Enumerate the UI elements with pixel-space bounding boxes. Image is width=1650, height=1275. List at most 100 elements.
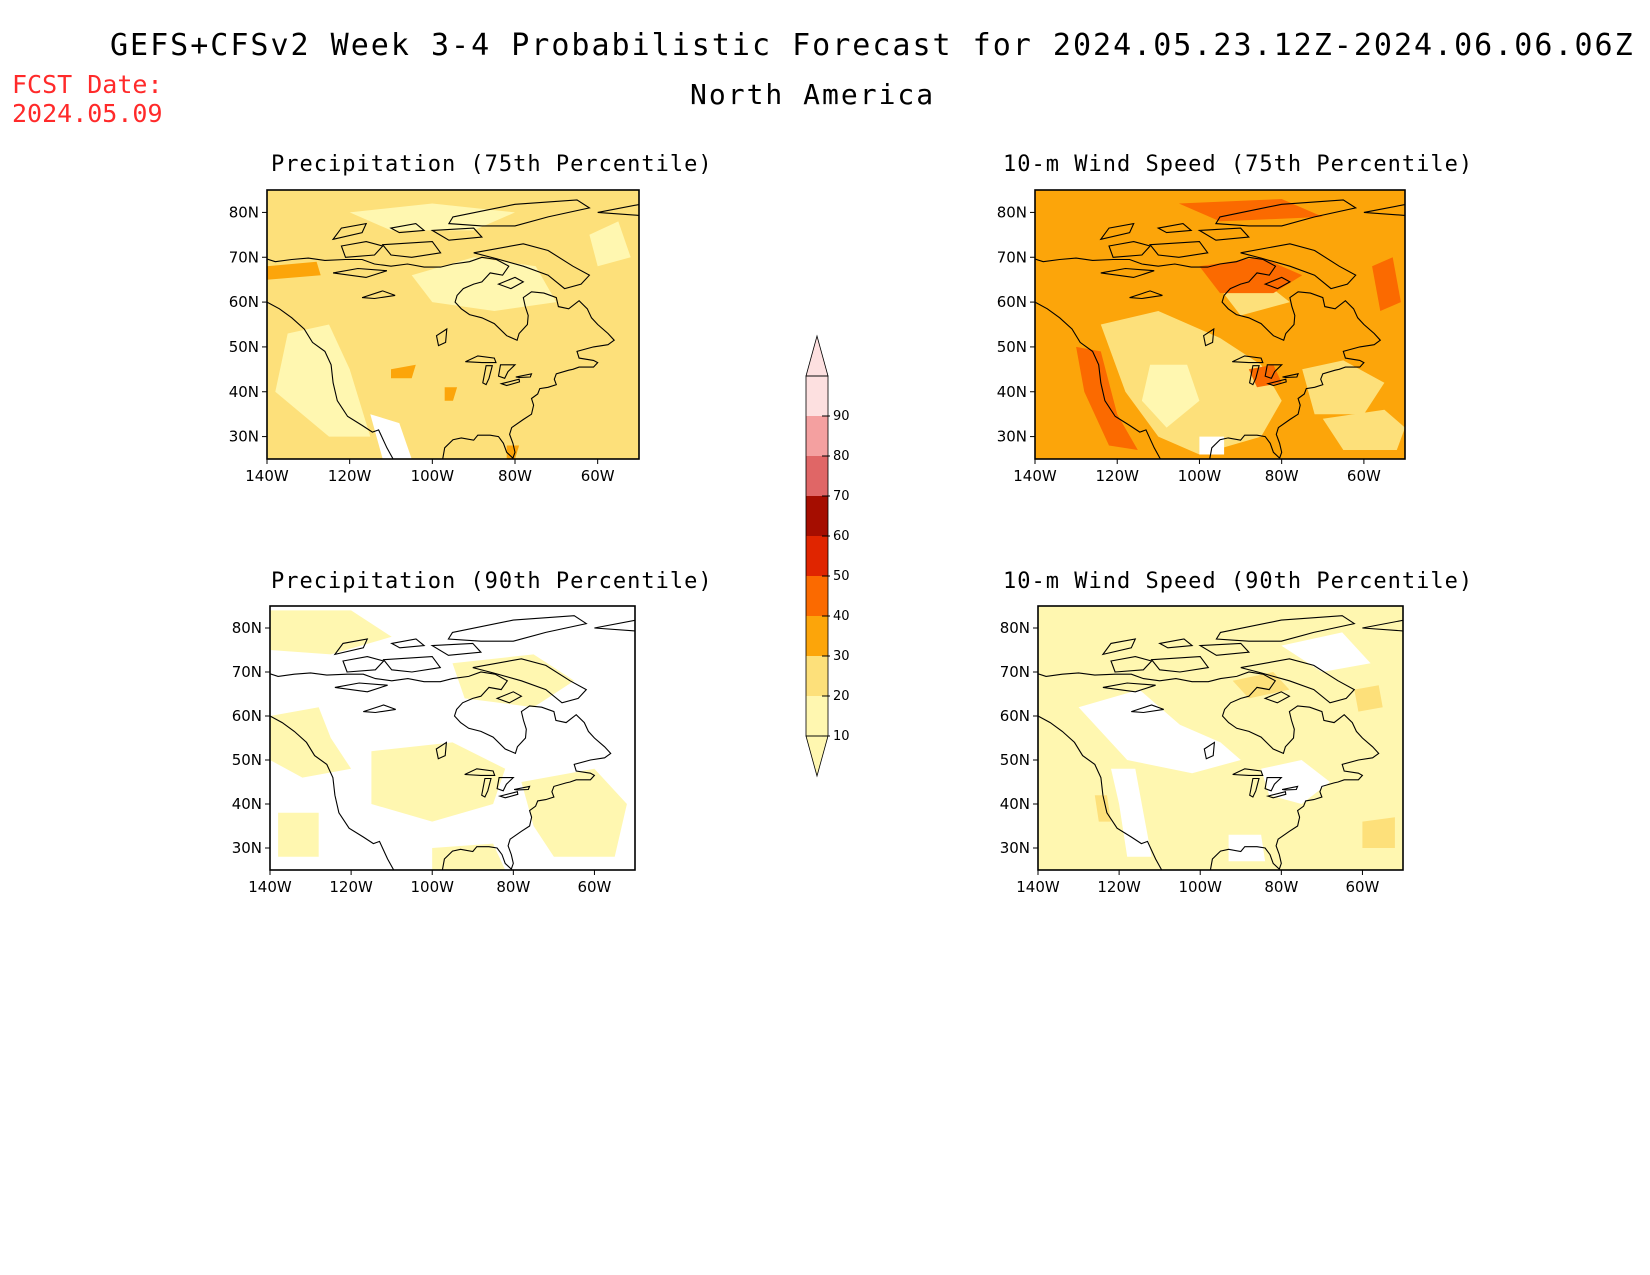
coastline <box>270 715 395 870</box>
probability-patch <box>349 203 515 231</box>
coastline <box>331 222 368 241</box>
lat-tick-label: 40N <box>232 795 262 813</box>
coastline <box>1202 327 1215 347</box>
lon-tick-label: 120W <box>1095 467 1139 485</box>
colorbar-segment <box>806 696 828 736</box>
coastline <box>1102 682 1156 693</box>
colorbar-segment <box>806 416 828 456</box>
probability-patch <box>1199 257 1303 294</box>
panel-title-wind-90: 10-m Wind Speed (90th Percentile) <box>1003 569 1474 594</box>
lat-tick-label: 60N <box>229 293 259 311</box>
map-precip-90: 140W 120W 100W 80W 60W 80N 70N 60N 50N 40N 30N <box>232 605 636 896</box>
coastline <box>382 656 442 673</box>
lat-tick-label: 80N <box>232 619 262 637</box>
probability-patch <box>1232 672 1290 699</box>
lon-tick-label: 140W <box>1013 467 1057 485</box>
colorbar-segment <box>806 376 828 416</box>
coastline <box>1249 777 1260 798</box>
lat-tick-label: 40N <box>1000 795 1030 813</box>
map-frame <box>269 605 636 871</box>
probability-patch <box>589 221 631 267</box>
lon-tick-label: 80W <box>1264 878 1298 896</box>
panel-title-precip-90: Precipitation (90th Percentile) <box>271 569 713 594</box>
lon-tick-label: 120W <box>1097 878 1141 896</box>
lat-tick-label: 30N <box>232 839 262 857</box>
coastline <box>1108 241 1152 258</box>
coastline <box>1197 227 1250 241</box>
probability-patch <box>270 610 392 655</box>
coastline <box>1101 638 1137 656</box>
coastline <box>333 267 388 278</box>
coastline <box>1100 267 1155 278</box>
coastline <box>497 364 517 379</box>
coastline <box>430 227 484 241</box>
coastline <box>435 327 448 347</box>
lon-tick-label: 100W <box>410 878 454 896</box>
coastline <box>1248 365 1260 386</box>
colorbar-top-cap <box>805 334 829 377</box>
lon-tick-label: 60W <box>1347 467 1381 485</box>
lon-tick-label: 80W <box>496 878 530 896</box>
coastline <box>1035 301 1161 459</box>
coastline <box>1150 656 1210 673</box>
lat-tick-label: 60N <box>997 293 1027 311</box>
probability-patch <box>1281 632 1371 672</box>
lat-tick-label: 60N <box>232 707 262 725</box>
map-frame <box>1037 605 1404 871</box>
lon-tick-label: 120W <box>328 467 372 485</box>
lat-tick-label: 30N <box>229 428 259 446</box>
panel-title-wind-75: 10-m Wind Speed (75th Percentile) <box>1003 152 1474 177</box>
probability-patch <box>1141 364 1200 428</box>
coastline <box>473 243 591 290</box>
probability-patch <box>1076 346 1138 450</box>
coastline <box>1198 642 1251 656</box>
coastline <box>1232 768 1264 776</box>
lat-tick-label: 50N <box>1000 751 1030 769</box>
coastline <box>496 777 515 792</box>
coastline <box>1282 373 1299 378</box>
coastline <box>465 355 497 364</box>
lat-tick-label: 80N <box>229 203 259 221</box>
forecast-date-value: 2024.05.09 <box>12 99 163 128</box>
coastline <box>1156 223 1193 234</box>
coastline <box>1149 241 1209 258</box>
probability-patch <box>1362 817 1395 848</box>
coastline <box>482 365 494 386</box>
coastline <box>333 638 369 656</box>
probability-patch <box>275 324 371 437</box>
probability-patch <box>444 387 458 401</box>
colorbar-label: 70 <box>833 489 850 504</box>
probability-patch <box>371 742 506 822</box>
lat-tick-label: 30N <box>1000 839 1030 857</box>
lat-tick-label: 50N <box>997 338 1027 356</box>
probability-patch <box>1078 689 1241 774</box>
map-precip-75: 140W 120W 100W 80W 60W 80N 70N 60N 50N 40N 30N <box>229 189 640 485</box>
lat-tick-label: 60N <box>1000 707 1030 725</box>
probability-patch <box>278 812 319 857</box>
coastline <box>464 768 496 776</box>
lon-tick-label: 100W <box>1178 878 1222 896</box>
lat-tick-label: 70N <box>232 663 262 681</box>
colorbar-segment <box>806 536 828 576</box>
coastline <box>1264 364 1284 379</box>
coastline <box>1264 777 1283 792</box>
colorbar-segment <box>806 616 828 656</box>
colorbar-label: 20 <box>833 689 850 704</box>
map-frame <box>1034 189 1406 460</box>
coastline <box>1131 704 1164 714</box>
probability-patch <box>432 843 506 870</box>
coastline <box>499 378 521 387</box>
coastline <box>340 241 384 258</box>
lon-tick-label: 140W <box>245 467 289 485</box>
coastline <box>1203 741 1216 760</box>
coastline <box>515 373 533 378</box>
figure-title: GEFS+CFSv2 Week 3-4 Probabilistic Foreca… <box>110 28 1635 63</box>
colorbar-segment <box>806 456 828 496</box>
lon-tick-label: 80W <box>1265 467 1299 485</box>
coastline <box>363 704 396 714</box>
probability-patch <box>521 768 627 857</box>
coastline <box>1240 658 1356 704</box>
coastline <box>1281 785 1299 791</box>
coastline <box>495 691 523 704</box>
coastline <box>267 256 616 459</box>
